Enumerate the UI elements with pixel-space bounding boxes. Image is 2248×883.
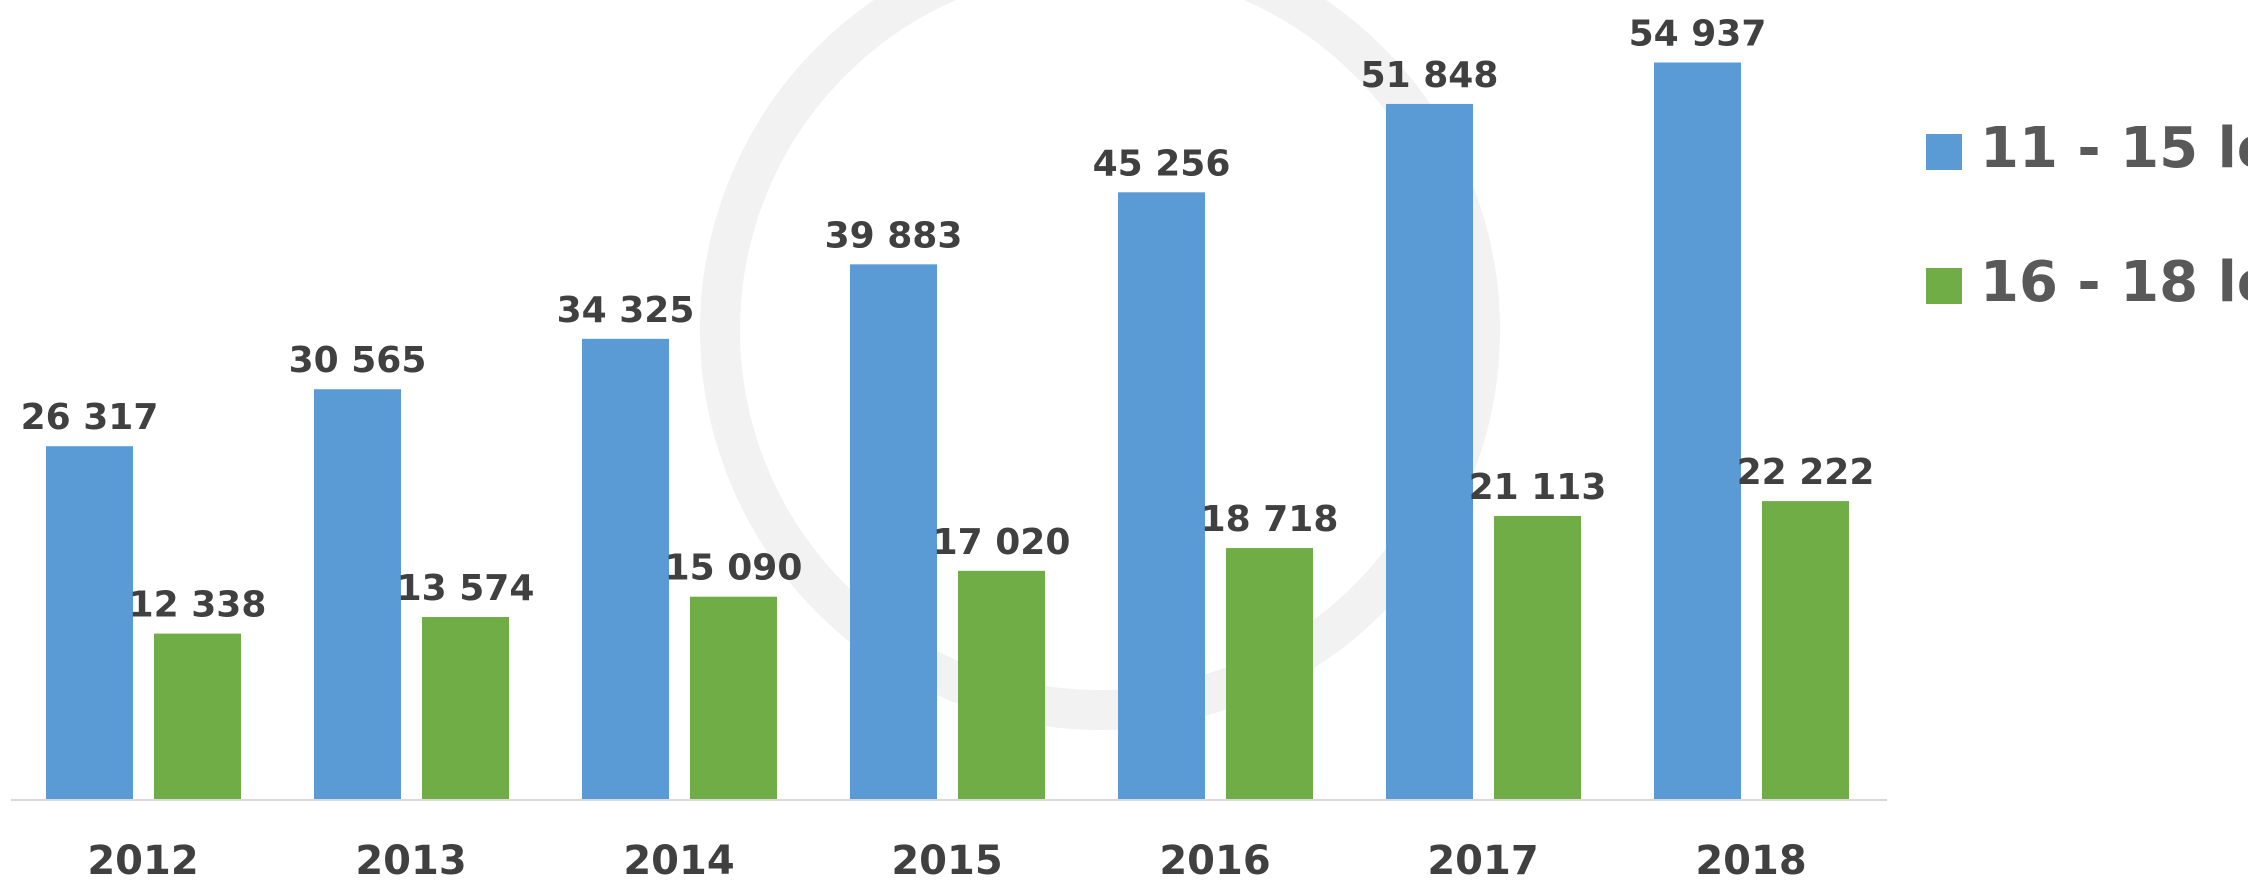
data-label: 26 317 — [21, 397, 159, 438]
bar — [1762, 501, 1849, 799]
legend-swatch — [1926, 134, 1962, 170]
x-tick-label: 2013 — [355, 838, 466, 883]
x-tick-label: 2017 — [1427, 838, 1538, 883]
bar — [314, 389, 401, 799]
data-label: 45 256 — [1093, 143, 1231, 184]
x-tick-label: 2016 — [1159, 838, 1270, 883]
x-tick-label: 2018 — [1695, 838, 1806, 883]
page: {"chart_data": {"type": "bar", "categori… — [0, 0, 2248, 883]
data-label: 12 338 — [129, 585, 267, 626]
bar — [850, 264, 937, 799]
data-label: 17 020 — [933, 522, 1071, 563]
data-label: 51 848 — [1361, 55, 1499, 96]
chart: 2012 26 317 12 338 2013 30 565 13 574 2014 34 3… — [0, 0, 2248, 883]
bar — [1118, 192, 1205, 799]
data-label: 21 113 — [1469, 467, 1607, 508]
legend-label: 11 - 15 let — [1980, 116, 2248, 181]
bar — [422, 617, 509, 799]
data-label: 39 883 — [825, 215, 963, 256]
legend-label: 16 - 18 let — [1980, 250, 2248, 315]
data-label: 13 574 — [397, 568, 535, 609]
data-label: 18 718 — [1201, 499, 1339, 540]
data-label: 34 325 — [557, 290, 695, 331]
x-tick-label: 2012 — [87, 838, 198, 883]
bar — [154, 634, 241, 799]
legend-swatch — [1926, 268, 1962, 304]
data-label: 22 222 — [1737, 452, 1875, 493]
bar — [582, 339, 669, 799]
background-emblem — [720, 0, 1480, 710]
x-tick-label: 2014 — [623, 838, 734, 883]
data-label: 15 090 — [665, 548, 803, 589]
bar — [46, 446, 133, 799]
bar — [690, 597, 777, 799]
x-tick-label: 2015 — [891, 838, 1002, 883]
bar — [1654, 63, 1741, 799]
data-label: 30 565 — [289, 340, 427, 381]
bar — [1494, 516, 1581, 799]
bar — [958, 571, 1045, 799]
bar — [1386, 104, 1473, 799]
data-label: 54 937 — [1629, 14, 1767, 55]
bar — [1226, 548, 1313, 799]
